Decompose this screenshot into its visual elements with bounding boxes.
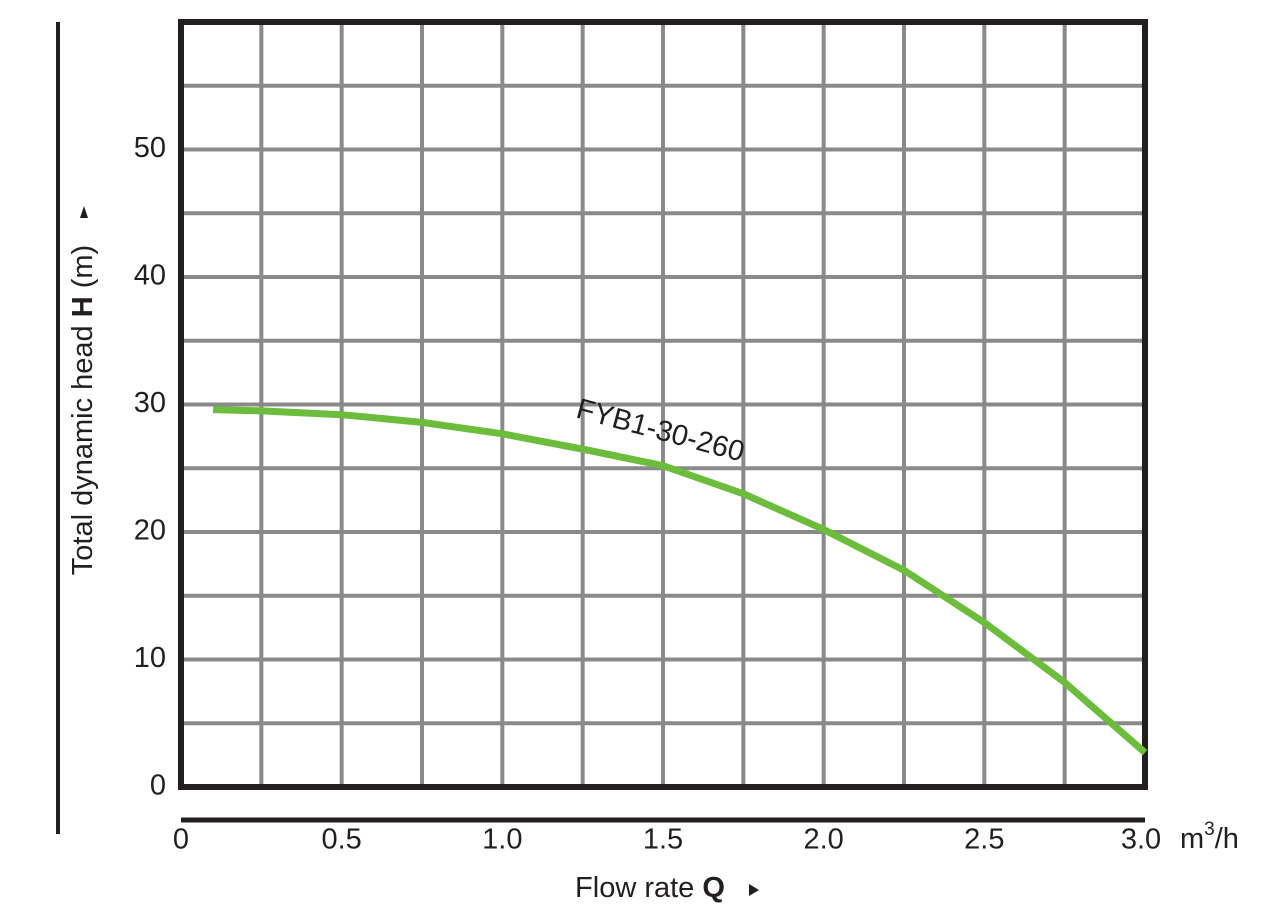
y-tick-label: 0 bbox=[150, 770, 166, 802]
x-arrow bbox=[749, 884, 759, 896]
y-axis-label: Total dynamic head H (m) bbox=[67, 245, 99, 575]
y-label-unit: (m) bbox=[67, 245, 99, 297]
y-tick-label: 20 bbox=[134, 515, 166, 547]
x-axis-label: Flow rate Q bbox=[575, 872, 725, 904]
x-unit: m3/h bbox=[1180, 819, 1239, 855]
x-tick-label: 0.5 bbox=[322, 824, 362, 856]
y-arrow bbox=[80, 206, 88, 218]
x-tick-label: 3.0 bbox=[1121, 824, 1161, 856]
curve bbox=[213, 406, 1148, 756]
x-tick-label: 1.0 bbox=[482, 824, 522, 856]
y-tick-label: 50 bbox=[134, 132, 166, 164]
y-label-symbol: H bbox=[67, 296, 99, 317]
grid bbox=[181, 22, 1145, 787]
y-tick-label: 30 bbox=[134, 387, 166, 419]
y-tick-label: 10 bbox=[134, 642, 166, 674]
x-tick-label: 2.0 bbox=[804, 824, 844, 856]
x-tick-label: 0 bbox=[173, 824, 189, 856]
x-tick-label: 1.5 bbox=[643, 824, 683, 856]
x-label-text: Flow rate bbox=[575, 872, 702, 904]
x-tick-label: 2.5 bbox=[964, 824, 1004, 856]
plot-frame bbox=[178, 19, 1148, 790]
x-label-symbol: Q bbox=[702, 872, 725, 904]
y-label-text: Total dynamic head bbox=[67, 317, 99, 575]
y-tick-label: 40 bbox=[134, 260, 166, 292]
